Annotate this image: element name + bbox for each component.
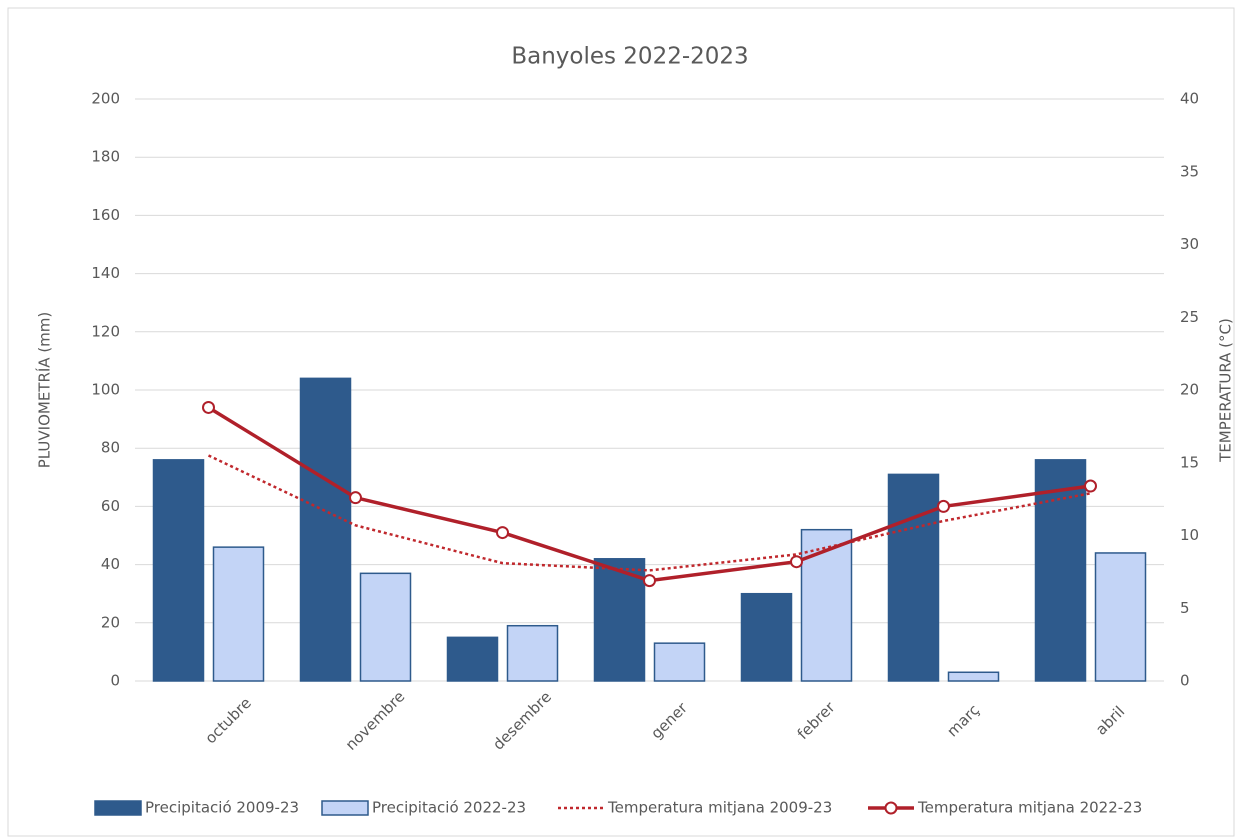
y-tick-label: 140 xyxy=(91,264,120,282)
y2-tick-label: 5 xyxy=(1180,599,1190,617)
y-tick-label: 200 xyxy=(91,90,120,108)
line-marker xyxy=(937,499,950,513)
y2-tick-label: 40 xyxy=(1180,90,1199,108)
y2-tick-label: 20 xyxy=(1180,381,1199,399)
legend-label: Precipitació 2009-23 xyxy=(145,799,299,817)
y-axis-label: PLUVIOMETRÍA (mm) xyxy=(35,312,54,469)
line-marker xyxy=(643,574,656,588)
legend-swatch xyxy=(94,800,142,816)
chart-frame xyxy=(7,7,1235,837)
legend-label: Temperatura mitjana 2022-23 xyxy=(917,799,1142,817)
y-tick-label: 60 xyxy=(101,497,120,515)
y-tick-label: 120 xyxy=(91,322,120,340)
legend-label: Precipitació 2022-23 xyxy=(372,799,526,817)
line xyxy=(207,454,1091,572)
y2-tick-label: 30 xyxy=(1180,235,1199,253)
y2-tick-label: 15 xyxy=(1180,453,1199,471)
y2-tick-label: 0 xyxy=(1180,672,1190,690)
y2-tick-label: 35 xyxy=(1180,162,1199,180)
line-marker xyxy=(349,491,362,505)
line-marker xyxy=(790,555,803,569)
bar xyxy=(299,377,352,682)
bar xyxy=(593,558,646,682)
bar xyxy=(506,624,559,682)
bar xyxy=(446,636,499,682)
legend-swatch xyxy=(321,800,369,816)
y2-axis-label: TEMPERATURA (°C) xyxy=(1217,318,1235,463)
line-marker xyxy=(202,400,215,414)
chart-title: Banyoles 2022-2023 xyxy=(511,44,748,70)
bar xyxy=(887,473,940,682)
y-tick-label: 20 xyxy=(101,613,120,631)
bar xyxy=(1094,552,1147,682)
y-tick-label: 40 xyxy=(101,555,120,573)
y-tick-label: 160 xyxy=(91,206,120,224)
y-tick-label: 180 xyxy=(91,148,120,166)
y-tick-label: 0 xyxy=(110,672,120,690)
bar xyxy=(359,572,412,682)
bar xyxy=(740,592,793,682)
y-tick-label: 100 xyxy=(91,381,120,399)
y2-tick-label: 25 xyxy=(1180,308,1199,326)
bar xyxy=(800,528,853,682)
line-marker xyxy=(1084,479,1097,493)
legend-marker xyxy=(884,801,898,815)
y-tick-label: 80 xyxy=(101,439,120,457)
line-marker xyxy=(496,526,509,540)
bar xyxy=(152,459,205,682)
bar xyxy=(947,671,1000,682)
bar xyxy=(212,546,265,682)
bar xyxy=(653,642,706,682)
legend-label: Temperatura mitjana 2009-23 xyxy=(607,799,832,817)
y2-tick-label: 10 xyxy=(1180,526,1199,544)
